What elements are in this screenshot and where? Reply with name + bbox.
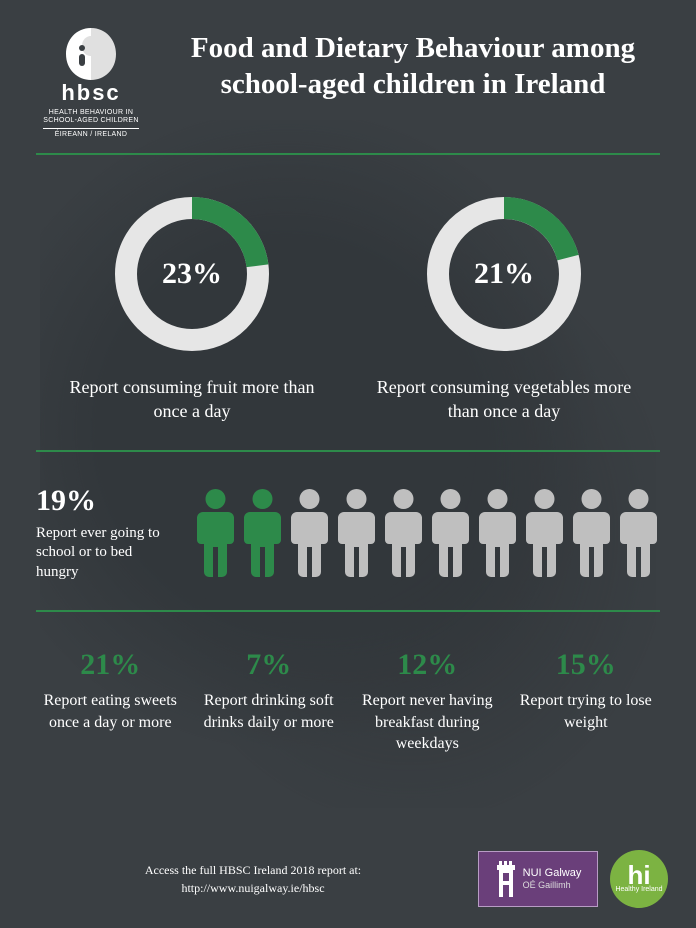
hbsc-subtext: HEALTH BEHAVIOUR IN SCHOOL-AGED CHILDREN…	[43, 109, 138, 139]
person-icon	[523, 488, 566, 578]
donut-caption: Report consuming vegetables more than on…	[374, 375, 634, 424]
donut-veg: 21% Report consuming vegetables more tha…	[374, 189, 634, 424]
person-icon	[288, 488, 331, 578]
stat-percent: 7%	[195, 648, 344, 682]
footer: Access the full HBSC Ireland 2018 report…	[0, 834, 696, 928]
hbsc-logo-icon	[56, 24, 126, 84]
hi-subtext: Healthy Ireland	[615, 886, 662, 893]
stat-caption: Report never having breakfast during wee…	[353, 690, 502, 755]
stat-caption: Report eating sweets once a day or more	[36, 690, 185, 733]
person-icon	[335, 488, 378, 578]
tower-icon	[495, 859, 517, 899]
healthy-ireland-badge: hi Healthy Ireland	[610, 850, 668, 908]
pictogram-people	[194, 488, 660, 578]
person-icon	[617, 488, 660, 578]
donut-percent-label: 21%	[419, 189, 589, 359]
hbsc-wordmark: hbsc	[61, 80, 120, 106]
pictogram-section: 19% Report ever going to school or to be…	[36, 464, 660, 599]
person-icon	[429, 488, 472, 578]
donut-percent-label: 23%	[107, 189, 277, 359]
stat-breakfast: 12% Report never having breakfast during…	[353, 648, 502, 755]
stat-softdrinks: 7% Report drinking soft drinks daily or …	[195, 648, 344, 755]
hi-text: hi	[627, 865, 650, 886]
nui-galway-badge: NUI Galway OÉ Gaillimh	[478, 851, 598, 907]
pictogram-percent: 19%	[36, 484, 172, 518]
footer-access-text: Access the full HBSC Ireland 2018 report…	[28, 861, 478, 897]
stat-percent: 12%	[353, 648, 502, 682]
stat-caption: Report trying to lose weight	[512, 690, 661, 733]
stat-percent: 21%	[36, 648, 185, 682]
stat-sweets: 21% Report eating sweets once a day or m…	[36, 648, 185, 755]
stat-caption: Report drinking soft drinks daily or mor…	[195, 690, 344, 733]
divider	[36, 610, 660, 612]
donut-chart-fruit: 23%	[107, 189, 277, 359]
person-icon	[382, 488, 425, 578]
pictogram-caption: Report ever going to school or to bed hu…	[36, 524, 172, 583]
nui-text: NUI Galway OÉ Gaillimh	[523, 867, 582, 892]
stat-percent: 15%	[512, 648, 661, 682]
donut-fruit: 23% Report consuming fruit more than onc…	[62, 189, 322, 424]
content-container: hbsc HEALTH BEHAVIOUR IN SCHOOL-AGED CHI…	[0, 0, 696, 765]
hbsc-logo-block: hbsc HEALTH BEHAVIOUR IN SCHOOL-AGED CHI…	[36, 24, 146, 139]
stats-row: 21% Report eating sweets once a day or m…	[36, 624, 660, 765]
stat-weight: 15% Report trying to lose weight	[512, 648, 661, 755]
donut-chart-veg: 21%	[419, 189, 589, 359]
donut-caption: Report consuming fruit more than once a …	[62, 375, 322, 424]
footer-url: http://www.nuigalway.ie/hbsc	[181, 881, 324, 895]
donut-row: 23% Report consuming fruit more than onc…	[36, 167, 660, 438]
page-title: Food and Dietary Behaviour among school-…	[166, 24, 660, 103]
divider	[36, 153, 660, 155]
pictogram-text: 19% Report ever going to school or to be…	[36, 484, 172, 583]
header: hbsc HEALTH BEHAVIOUR IN SCHOOL-AGED CHI…	[36, 24, 660, 139]
person-icon	[194, 488, 237, 578]
person-icon	[241, 488, 284, 578]
person-icon	[570, 488, 613, 578]
divider	[36, 450, 660, 452]
person-icon	[476, 488, 519, 578]
